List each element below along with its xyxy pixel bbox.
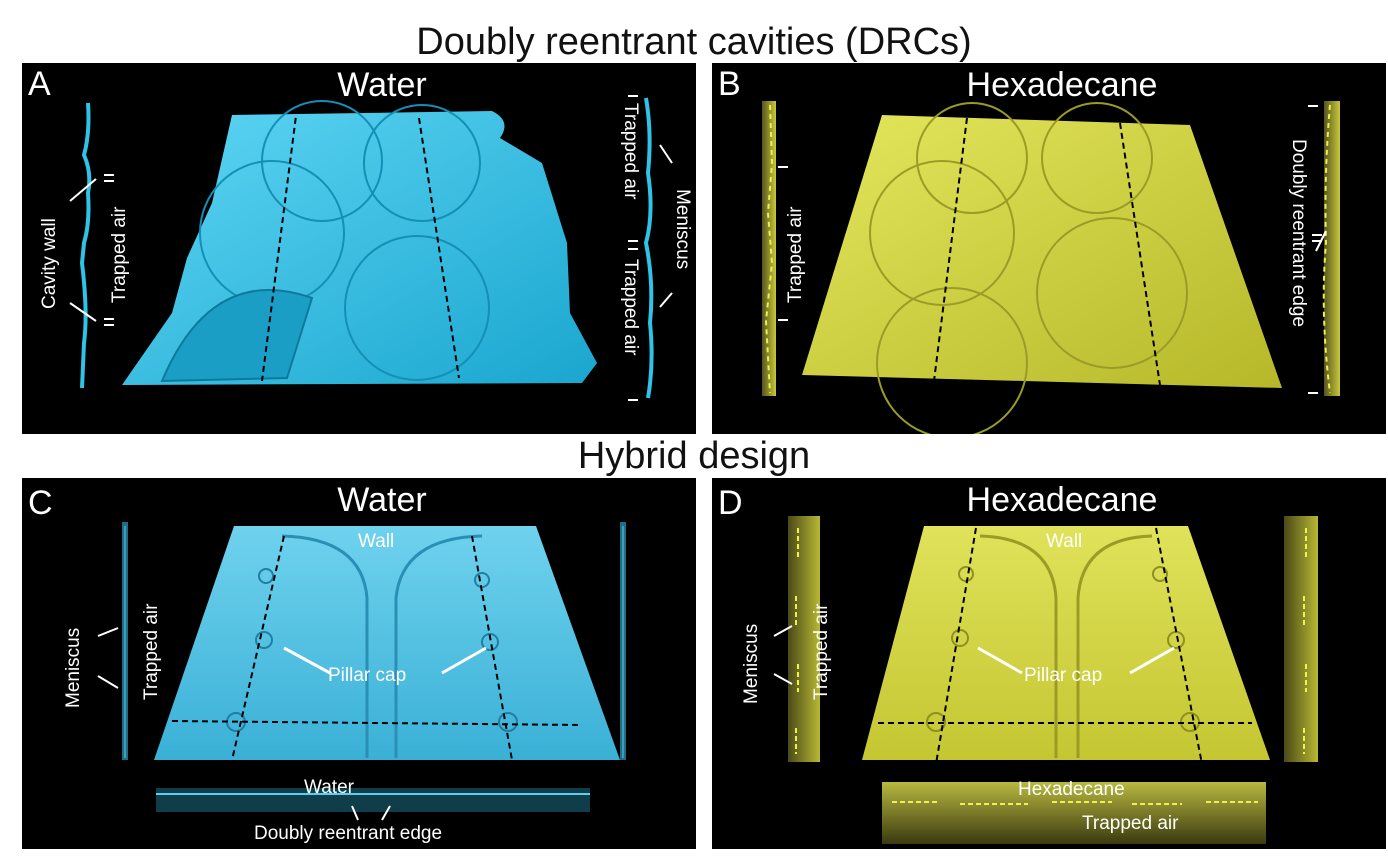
label-trapped-air: Trapped air: [141, 603, 162, 700]
panel-title: Hexadecane: [966, 66, 1158, 104]
panel-letter: B: [718, 65, 741, 103]
arrow: [97, 675, 119, 689]
arrow: [659, 144, 673, 164]
pillar-cap: [498, 712, 518, 732]
pillar-cap: [255, 631, 273, 649]
label-meniscus: Meniscus: [63, 627, 84, 708]
label-water: Water: [304, 777, 354, 798]
hexadecane-surface-render: [862, 526, 1270, 760]
wall-ridge: [281, 534, 369, 758]
pillar-cap: [958, 566, 974, 582]
meniscus-trace: [764, 104, 774, 394]
label-trapped-air: Trapped air: [620, 259, 641, 356]
label-hexadecane: Hexadecane: [1018, 779, 1125, 800]
pillar-cap: [926, 712, 946, 732]
panel-b: B Hexadecane Trapped air Doubly reentran…: [712, 63, 1386, 434]
wall-ridge: [394, 534, 483, 758]
cavity-outline: [869, 160, 1015, 306]
panel-a: A Water Cavity wall Trapped air Trapped …: [22, 63, 696, 434]
cross-section-bottom: [882, 782, 1266, 844]
panel-d: D Hexadecane Wall Pillar cap Meniscus Tr…: [712, 478, 1386, 849]
label-wall: Wall: [358, 531, 395, 552]
panel-title: Water: [337, 66, 427, 104]
label-trapped-air: Trapped air: [109, 206, 130, 303]
arrow: [773, 625, 793, 637]
cross-section-right: [1284, 516, 1318, 762]
label-doubly-reentrant-edge: Doubly reentrant edge: [254, 823, 443, 844]
arrow: [773, 673, 793, 685]
section-line: [471, 535, 513, 761]
pillar-cap: [481, 633, 499, 651]
arrow: [351, 805, 359, 821]
pillar-cap: [1152, 566, 1168, 582]
arrow: [283, 646, 331, 675]
section-line: [933, 117, 968, 382]
panel-letter: A: [28, 65, 51, 103]
panel-title: Water: [337, 481, 427, 519]
panel-a-render: [69, 95, 673, 401]
arrow: [69, 178, 97, 202]
water-surface-render: [154, 526, 620, 760]
label-pillar-cap: Pillar cap: [328, 665, 407, 686]
cross-section-right: [643, 97, 654, 399]
cross-section-bottom: [156, 788, 590, 812]
section-title-hybrid: Hybrid design: [577, 435, 811, 477]
label-meniscus: Meniscus: [672, 189, 693, 270]
cavity-outline: [876, 287, 1028, 434]
pillar-cap: [951, 629, 969, 647]
wall-ridge: [1076, 534, 1153, 758]
panel-c: C Water Wall Pillar cap Meniscus Trapped…: [22, 478, 696, 849]
label-trapped-air: Trapped air: [811, 603, 832, 700]
section-line: [231, 535, 285, 761]
label-wall: Wall: [1046, 531, 1083, 552]
cavity-outline: [1041, 102, 1153, 214]
label-trapped-air: Trapped air: [785, 206, 806, 303]
section-line: [418, 117, 460, 379]
cavity-outline: [916, 102, 1028, 214]
cross-section-left: [762, 101, 776, 396]
section-line: [171, 720, 583, 726]
label-pillar-cap: Pillar cap: [1024, 665, 1103, 686]
panel-letter: D: [718, 484, 743, 522]
label-meniscus: Meniscus: [741, 623, 762, 704]
cavity-dome: [160, 289, 314, 383]
panel-d-render: [773, 516, 1318, 844]
arrow: [381, 805, 391, 821]
hexadecane-surface-render: [802, 115, 1282, 388]
panel-b-render: [762, 101, 1340, 434]
arrow: [1315, 230, 1327, 252]
label-trapped-air: Trapped air: [620, 103, 641, 200]
label-trapped-air-bottom: Trapped air: [1082, 813, 1179, 834]
meniscus-trace: [1303, 528, 1307, 754]
label-doubly-reentrant-edge: Doubly reentrant edge: [1288, 139, 1309, 328]
meniscus-trace: [1322, 104, 1331, 394]
section-line: [261, 107, 298, 382]
section-line: [1119, 122, 1161, 386]
meniscus-trace: [795, 528, 799, 754]
arrow: [441, 646, 487, 675]
pillar-cap: [258, 568, 274, 584]
arrow: [69, 302, 97, 322]
arrow: [659, 292, 673, 308]
panel-letter: C: [28, 484, 53, 522]
cross-section-left: [788, 516, 820, 762]
label-cavity-wall: Cavity wall: [39, 218, 60, 309]
cavity-outline: [1036, 217, 1188, 369]
cross-section-left: [79, 102, 92, 389]
cavity-outline: [344, 235, 490, 381]
arrow: [1129, 646, 1175, 675]
wall-ridge: [979, 534, 1058, 758]
arrow: [977, 646, 1023, 675]
section-title-drc: Doubly reentrant cavities (DRCs): [416, 21, 972, 63]
panel-c-render: [97, 522, 626, 821]
cross-section-right: [1324, 101, 1340, 396]
cavity-outline: [363, 104, 481, 222]
arrow: [97, 627, 119, 637]
section-line: [1155, 527, 1203, 765]
panel-title: Hexadecane: [966, 481, 1158, 519]
meniscus-trace: [892, 801, 1258, 805]
